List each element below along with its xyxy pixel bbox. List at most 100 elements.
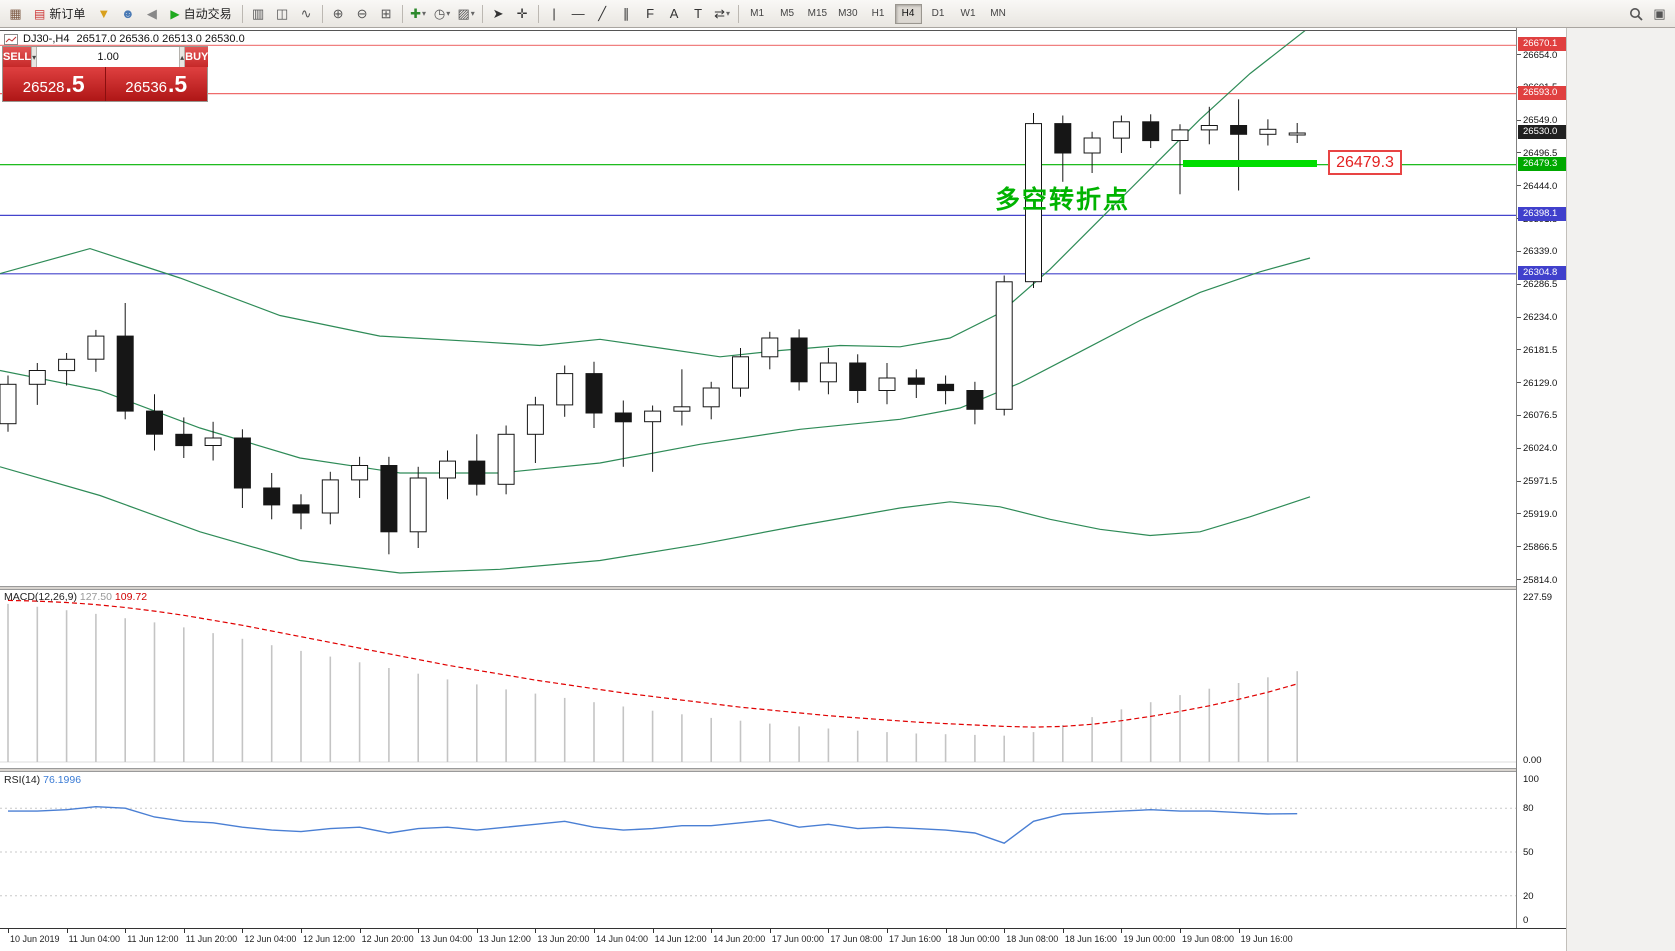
candle-body — [58, 358, 76, 372]
cursor-icon[interactable]: ➤ — [487, 3, 510, 25]
highlight-segment[interactable] — [1183, 160, 1317, 167]
new-chart-icon[interactable]: ▣ — [1648, 3, 1671, 25]
candle-body — [732, 356, 749, 389]
zoom-in-icon[interactable]: ⊕ — [327, 3, 350, 25]
bar-chart-icon[interactable]: ▥ — [247, 3, 270, 25]
price-tick-label: 26286.5 — [1523, 279, 1558, 291]
volume-up-icon[interactable]: ▴ — [179, 47, 186, 67]
timeframe-h4[interactable]: H4 — [894, 3, 922, 24]
timeframe-m5[interactable]: M5 — [780, 8, 795, 19]
indicators-menu[interactable]: ✚ ▾ — [407, 3, 430, 25]
ohlc-values: 26517.0 26536.0 26513.0 26530.0 — [76, 33, 245, 45]
buy-button[interactable]: BUY — [185, 47, 209, 67]
sell-price-button[interactable]: 26528.5 — [3, 67, 106, 101]
candle-body — [204, 437, 222, 446]
price-badge-26398.1: 26398.1 — [1518, 207, 1566, 222]
volume-down-icon[interactable]: ▾ — [31, 47, 38, 67]
time-tick — [301, 929, 302, 933]
periods-menu[interactable]: ◷ ▾ — [431, 3, 454, 25]
price-badge-26670.1: 26670.1 — [1518, 37, 1566, 52]
price-tick-label: 25971.5 — [1523, 476, 1558, 488]
price-tick-mark — [1517, 185, 1521, 187]
zoom-out-icon[interactable]: ⊖ — [351, 3, 374, 25]
time-label: 18 Jun 00:00 — [947, 934, 1000, 944]
timeframe-mn[interactable]: MN — [990, 8, 1006, 19]
text-label-icon[interactable]: T — [687, 3, 710, 25]
pane-splitter-macd[interactable] — [0, 586, 1566, 590]
periods-menu-caret-icon[interactable]: ▾ — [446, 9, 451, 18]
arrows-menu-caret-icon[interactable]: ▾ — [726, 9, 731, 18]
chart-title: DJ30-,H4 26517.0 26536.0 26513.0 26530.0 — [4, 33, 245, 45]
candle-body — [614, 412, 632, 423]
profile-icon[interactable]: ☻ — [116, 3, 139, 25]
fibonacci-icon[interactable]: F — [639, 3, 662, 25]
time-tick — [594, 929, 595, 933]
time-tick — [1004, 929, 1006, 933]
price-tick-mark — [1517, 414, 1521, 416]
price-flag-label[interactable]: 26479.3 — [1328, 150, 1402, 175]
time-label: 17 Jun 00:00 — [771, 934, 824, 944]
time-axis[interactable]: 10 Jun 2019 11 Jun 04:00 11 Jun 12:00 11 Ju… — [0, 928, 1566, 951]
volume-input[interactable] — [37, 47, 180, 67]
time-tick — [711, 929, 713, 933]
price-tick-mark — [1517, 283, 1521, 285]
line-chart-icon[interactable]: ∿ — [295, 3, 318, 25]
search-icon[interactable] — [1624, 3, 1647, 25]
buy-price-button[interactable]: 26536.5 — [105, 67, 207, 101]
time-label: 17 Jun 08:00 — [830, 934, 883, 944]
timeframe-m1[interactable]: M1 — [750, 8, 765, 19]
new-chart-icon-glyph: ▣ — [1653, 5, 1666, 21]
horizontal-line-icon[interactable]: — — [567, 3, 590, 25]
auto-trading-button[interactable]: ▶ 自动交易 — [164, 3, 237, 25]
chart-window-icon[interactable]: ▦ — [4, 3, 27, 25]
candle-body — [907, 377, 925, 385]
price-tick-label: 26496.5 — [1523, 147, 1558, 159]
trendline-icon[interactable]: ╱ — [591, 3, 614, 25]
timeframe-d1[interactable]: D1 — [931, 8, 945, 19]
templates-menu-caret-icon[interactable]: ▾ — [470, 9, 475, 18]
candle-body — [1288, 132, 1306, 136]
price-tick-mark — [1517, 579, 1521, 580]
time-label: 18 Jun 16:00 — [1064, 934, 1117, 944]
new-order-button[interactable]: ▤ 新订单 — [28, 3, 91, 25]
time-label: 19 Jun 00:00 — [1123, 934, 1176, 944]
candle-body — [1200, 125, 1218, 131]
time-tick — [8, 929, 9, 933]
indicators-menu-caret-icon[interactable]: ▾ — [422, 9, 427, 18]
templates-menu[interactable]: ▨ ▾ — [455, 3, 478, 25]
macd-pane[interactable] — [0, 590, 1516, 768]
channel-icon[interactable]: ∥ — [615, 3, 638, 25]
vertical-line-icon[interactable]: | — [543, 3, 566, 25]
pane-splitter-rsi[interactable] — [0, 768, 1566, 772]
candle-body — [1142, 121, 1160, 142]
timeframe-m30[interactable]: M30 — [838, 8, 858, 19]
price-axis[interactable]: 26654.026601.526549.026496.526444.026391… — [1516, 28, 1566, 928]
time-label: 12 Jun 20:00 — [361, 934, 414, 944]
rsi-pane[interactable] — [0, 772, 1516, 928]
crosshair-icon[interactable]: ✛ — [511, 3, 534, 25]
fibonacci-icon-glyph: F — [646, 6, 655, 21]
candle-body — [937, 383, 955, 392]
price-tick-mark — [1517, 250, 1521, 252]
text-icon[interactable]: A — [663, 3, 686, 25]
toolbar-separator — [481, 4, 483, 23]
sound-alert-icon[interactable]: ◀ — [140, 3, 163, 25]
timeframe-m15[interactable]: M15 — [807, 8, 828, 19]
candle-body — [0, 383, 17, 425]
templates-menu-glyph: ▨ — [457, 5, 470, 21]
toolbar-separator — [241, 4, 243, 23]
funnel-icon[interactable]: ▼ — [92, 3, 115, 25]
rsi-axis-0: 0 — [1523, 915, 1529, 926]
chart-annotation[interactable]: 多空转折点 — [995, 186, 1131, 214]
price-tick-label: 26339.0 — [1523, 246, 1558, 258]
timeframe-h1[interactable]: H1 — [871, 8, 885, 19]
time-tick — [887, 929, 888, 933]
sell-button[interactable]: SELL — [3, 47, 32, 67]
tile-windows-icon[interactable]: ⊞ — [375, 3, 398, 25]
candle-body — [175, 433, 193, 447]
timeframe-w1[interactable]: W1 — [960, 8, 976, 19]
time-label: 12 Jun 12:00 — [303, 934, 356, 944]
candlestick-chart-icon[interactable]: ◫ — [271, 3, 294, 25]
main-chart-pane[interactable] — [0, 30, 1516, 586]
arrows-menu[interactable]: ⇄ ▾ — [711, 3, 734, 25]
